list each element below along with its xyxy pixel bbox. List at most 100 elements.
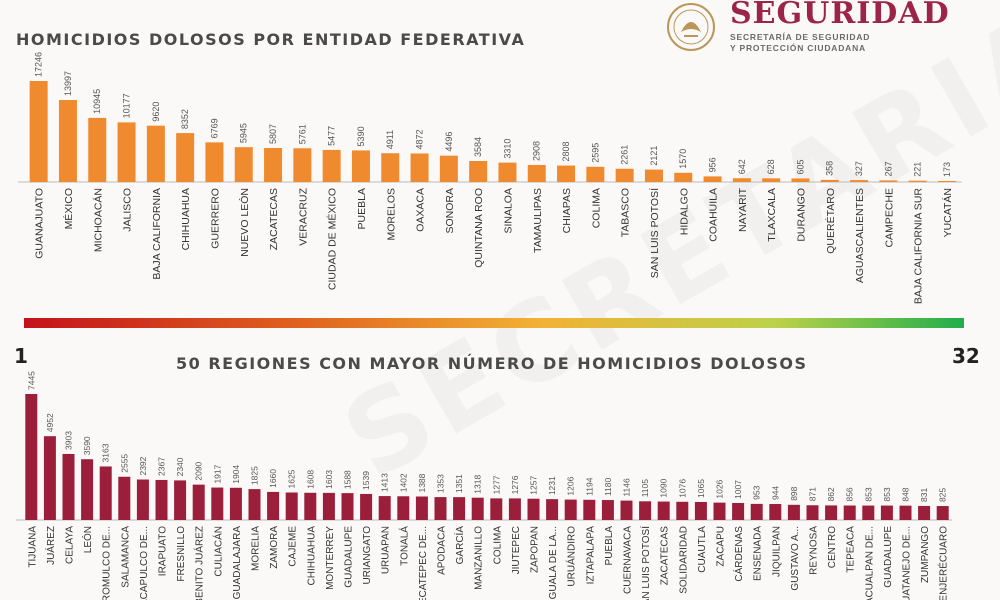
region-category-label: ZAPOPAN — [530, 526, 541, 573]
state-category-label: MORELOS — [385, 188, 397, 241]
region-value-label: 1388 — [417, 473, 427, 492]
region-category-label: ZAMORA — [269, 526, 280, 569]
region-bar — [508, 498, 521, 520]
region-category-label: ZACATECAS — [660, 526, 671, 586]
region-bar — [564, 499, 577, 520]
state-category-label: SAN LUIS POTOSÍ — [648, 188, 661, 278]
state-value-label: 327 — [854, 161, 864, 176]
state-value-label: 5477 — [327, 126, 337, 146]
region-value-label: 1904 — [231, 465, 241, 484]
chart-states: 17246 GUANAJUATO 13997 MÉXICO 10945 MICHOACÁN… — [18, 52, 962, 305]
chart-title-states: HOMICIDIOS DOLOSOS POR ENTIDAD FEDERATIV… — [16, 30, 526, 49]
state-value-label: 5390 — [356, 126, 366, 146]
region-category-label: ZUMPANGO — [920, 526, 931, 583]
region-bar — [899, 505, 912, 520]
state-bar — [351, 150, 370, 182]
region-value-label: 1276 — [510, 475, 520, 494]
brand-name: SEGURIDAD — [730, 0, 950, 31]
region-category-label: ZIHUATANEJO DE... — [902, 526, 913, 600]
region-category-label: URIANGATO — [362, 526, 373, 585]
state-value-label: 2595 — [590, 143, 600, 163]
region-bar — [453, 497, 466, 520]
gradient-scale-bar — [24, 318, 964, 328]
state-bar — [908, 180, 927, 182]
region-bar — [267, 491, 280, 520]
region-bar — [378, 496, 391, 520]
region-category-label: ACAPULCO DE... — [139, 526, 150, 600]
state-value-label: 10177 — [122, 93, 132, 118]
region-bar — [750, 503, 763, 520]
state-bar — [879, 180, 898, 182]
region-bar — [360, 493, 373, 520]
region-category-label: IGUALA DE LA... — [548, 526, 559, 600]
state-category-label: GUANAJUATO — [34, 188, 46, 259]
state-category-label: NAYARIT — [737, 187, 749, 232]
region-value-label: 831 — [919, 487, 929, 501]
header-logo: SEGURIDAD SECRETARÍA DE SEGURIDAD Y PROT… — [660, 0, 1000, 56]
rank-start-label: 1 — [14, 344, 28, 368]
region-bar — [25, 394, 38, 520]
region-bar — [918, 505, 931, 520]
state-value-label: 13997 — [63, 71, 73, 96]
state-category-label: JALISCO — [122, 188, 134, 232]
region-value-label: 1825 — [250, 466, 260, 485]
state-bar — [850, 180, 869, 182]
region-bar — [136, 479, 149, 520]
state-value-label: 17246 — [34, 52, 44, 77]
state-category-label: COLIMA — [590, 188, 602, 228]
region-value-label: 1146 — [622, 478, 632, 497]
region-category-label: URUÁNDIRO — [565, 526, 578, 587]
region-category-label: IZTAPALAPA — [585, 526, 596, 585]
region-bar — [43, 436, 56, 520]
region-category-label: ECATEPEC DE... — [418, 526, 429, 600]
state-value-label: 1570 — [678, 149, 688, 169]
state-bar — [322, 149, 341, 182]
state-category-label: YUCATÁN — [941, 188, 954, 237]
region-category-label: SAN LUIS POTOSÍ — [639, 526, 652, 600]
region-value-label: 1318 — [473, 475, 483, 494]
state-bar — [205, 142, 224, 182]
state-category-label: GUERRERO — [209, 188, 221, 249]
region-category-label: JIUTEPEC — [511, 526, 522, 574]
region-category-label: ENSENADA — [753, 526, 764, 581]
region-bar — [174, 480, 187, 520]
coat-of-arms-icon — [667, 3, 715, 51]
region-category-label: CELAYA — [65, 526, 76, 564]
state-value-label: 2808 — [561, 142, 571, 162]
state-value-label: 2261 — [620, 145, 630, 165]
region-value-label: 1588 — [343, 470, 353, 489]
state-value-label: 605 — [795, 159, 805, 174]
region-value-label: 1402 — [398, 473, 408, 492]
region-category-label: GUADALAJARA — [232, 526, 243, 600]
state-value-label: 4872 — [415, 129, 425, 149]
region-category-label: CAJEME — [288, 526, 299, 567]
region-category-label: CHIHUAHUA — [306, 526, 317, 586]
region-category-label: TIJUANA — [27, 526, 38, 568]
state-bar — [527, 164, 546, 182]
region-value-label: 4952 — [45, 413, 55, 432]
state-category-label: BAJA CALIFORNIA SUR — [913, 188, 925, 305]
state-category-label: COAHUILA — [708, 188, 720, 242]
region-category-label: JUÁREZ — [44, 526, 57, 565]
region-bar — [285, 492, 298, 520]
state-category-label: VERACRUZ — [297, 187, 309, 245]
region-category-label: SALAMANCA — [120, 526, 131, 588]
region-bar — [155, 479, 168, 520]
state-value-label: 5945 — [239, 123, 249, 143]
region-category-label: TEPEACA — [846, 526, 857, 573]
state-bar — [644, 169, 663, 182]
state-bar — [264, 147, 283, 182]
state-value-label: 2121 — [649, 146, 659, 166]
region-category-label: APODACA — [437, 526, 448, 575]
region-value-label: 1608 — [305, 470, 315, 489]
region-value-label: 1026 — [715, 479, 725, 498]
region-category-label: GARCÍA — [453, 526, 466, 565]
region-bar — [880, 505, 893, 520]
region-bar — [732, 502, 745, 520]
region-bar — [397, 496, 410, 520]
region-category-label: CUERNAVACA — [623, 526, 634, 594]
state-category-label: ZACATECAS — [268, 188, 280, 250]
state-bar — [29, 81, 48, 182]
region-category-label: JIQUILPAN — [771, 526, 782, 577]
